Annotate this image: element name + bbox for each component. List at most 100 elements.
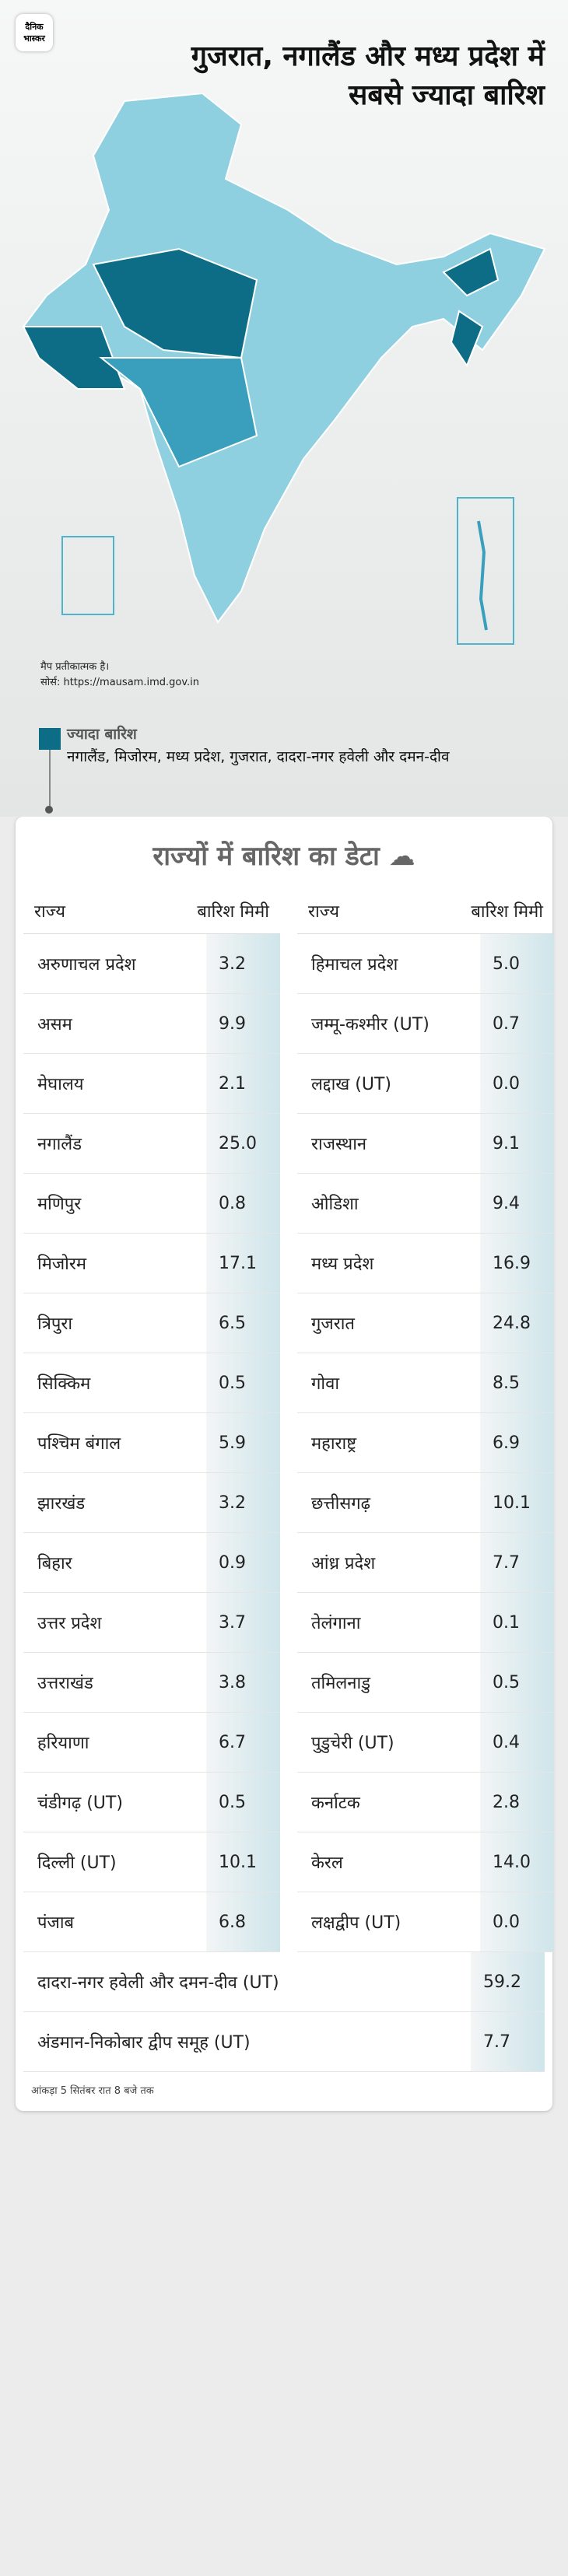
table-row: हरियाणा 6.7 — [23, 1713, 280, 1773]
rain-value: 10.1 — [206, 1832, 280, 1892]
state-name: मध्य प्रदेश — [311, 1255, 374, 1274]
rain-table-card: राज्यों में बारिश का डेटा ☁ राज्य बारिश म… — [16, 817, 554, 2111]
table-row: पश्चिम बंगाल 5.9 — [23, 1413, 280, 1473]
rain-value: 0.5 — [206, 1353, 280, 1412]
rain-cloud-icon: ☁ — [388, 841, 415, 872]
rain-value: 6.9 — [480, 1413, 554, 1472]
state-name: अरुणाचल प्रदेश — [37, 955, 136, 975]
state-name: चंडीगढ़ (UT) — [37, 1794, 123, 1813]
rain-value: 3.8 — [206, 1653, 280, 1712]
rain-value: 9.1 — [480, 1114, 554, 1173]
rain-value: 5.9 — [206, 1413, 280, 1472]
state-name: आंध्र प्रदेश — [311, 1554, 376, 1573]
table-row: हिमाचल प्रदेश 5.0 — [297, 934, 554, 994]
table-row: लक्षद्वीप (UT) 0.0 — [297, 1892, 554, 1952]
rain-value: 0.0 — [480, 1892, 554, 1951]
rain-value: 59.2 — [471, 1952, 545, 2011]
legend-name: ज्यादा बारिश — [67, 726, 137, 743]
table-row: राजस्थान 9.1 — [297, 1114, 554, 1174]
footnote: आंकड़ा 5 सितंबर रात 8 बजे तक — [31, 2085, 154, 2097]
state-name: अंडमान-निकोबार द्वीप समूह (UT) — [37, 2033, 251, 2053]
table-row: सिक्किम 0.5 — [23, 1353, 280, 1413]
rain-value: 24.8 — [480, 1293, 554, 1353]
table-row: केरल 14.0 — [297, 1832, 554, 1892]
state-name: गोवा — [311, 1374, 340, 1394]
table-row: असम 9.9 — [23, 994, 280, 1054]
table-row: ओडिशा 9.4 — [297, 1174, 554, 1234]
table-row: पंजाब 6.8 — [23, 1892, 280, 1952]
table-row: अरुणाचल प्रदेश 3.2 — [23, 934, 280, 994]
rain-value: 6.8 — [206, 1892, 280, 1951]
rain-value: 3.7 — [206, 1593, 280, 1652]
table-row: उत्तराखंड 3.8 — [23, 1653, 280, 1713]
state-name: लद्दाख (UT) — [311, 1075, 391, 1094]
table-row: त्रिपुरा 6.5 — [23, 1293, 280, 1353]
table-row: दिल्ली (UT) 10.1 — [23, 1832, 280, 1892]
table-row: मणिपुर 0.8 — [23, 1174, 280, 1234]
rain-value: 6.5 — [206, 1293, 280, 1353]
rain-value: 0.5 — [480, 1653, 554, 1712]
table-row: तमिलनाडु 0.5 — [297, 1653, 554, 1713]
header-section: दैनिक भास्कर गुजरात, नगालैंड और मध्य प्र… — [0, 0, 568, 817]
state-name: हिमाचल प्रदेश — [311, 955, 398, 975]
state-name: मिजोरम — [37, 1255, 87, 1274]
rain-value: 16.9 — [480, 1234, 554, 1293]
state-name: केरल — [311, 1853, 343, 1873]
state-name: दिल्ली (UT) — [37, 1853, 117, 1873]
rain-value: 8.5 — [480, 1353, 554, 1412]
table-row: आंध्र प्रदेश 7.7 — [297, 1533, 554, 1593]
state-name: सिक्किम — [37, 1374, 91, 1394]
state-name: ओडिशा — [311, 1195, 359, 1214]
table-row: जम्मू-कश्मीर (UT) 0.7 — [297, 994, 554, 1054]
table-row: लद्दाख (UT) 0.0 — [297, 1054, 554, 1114]
rain-value: 3.2 — [206, 934, 280, 993]
state-name: पश्चिम बंगाल — [37, 1434, 121, 1454]
table-row: गुजरात 24.8 — [297, 1293, 554, 1353]
table-row: मिजोरम 17.1 — [23, 1234, 280, 1293]
table-row: तेलंगाना 0.1 — [297, 1593, 554, 1653]
table-row: मध्य प्रदेश 16.9 — [297, 1234, 554, 1293]
table-row: महाराष्ट्र 6.9 — [297, 1413, 554, 1473]
logo: दैनिक भास्कर — [16, 14, 53, 51]
table-title: राज्यों में बारिश का डेटा ☁ — [153, 841, 415, 872]
rain-value: 10.1 — [480, 1473, 554, 1532]
map-note: मैप प्रतीकात्मक है। — [40, 661, 110, 673]
rain-value: 9.9 — [206, 994, 280, 1053]
state-name: मणिपुर — [37, 1195, 82, 1214]
state-name: पंजाब — [37, 1913, 75, 1933]
state-name: तमिलनाडु — [311, 1674, 370, 1693]
rain-value: 17.1 — [206, 1234, 280, 1293]
rain-value: 6.7 — [206, 1713, 280, 1772]
rain-value: 0.9 — [206, 1533, 280, 1592]
table-row: गोवा 8.5 — [297, 1353, 554, 1413]
rain-value: 7.7 — [471, 2012, 545, 2071]
state-name: मेघालय — [37, 1075, 84, 1094]
table-row: अंडमान-निकोबार द्वीप समूह (UT) 7.7 — [23, 2012, 545, 2072]
rain-value: 2.8 — [480, 1773, 554, 1832]
state-name: उत्तर प्रदेश — [37, 1614, 102, 1633]
legend-swatch — [39, 728, 61, 750]
rain-value: 0.1 — [480, 1593, 554, 1652]
source-link[interactable]: सोर्स: https://mausam.imd.gov.in — [40, 676, 199, 688]
table-row: छत्तीसगढ़ 10.1 — [297, 1473, 554, 1533]
table-row: कर्नाटक 2.8 — [297, 1773, 554, 1832]
state-name: छत्तीसगढ़ — [311, 1494, 370, 1514]
table-row: दादरा-नगर हवेली और दमन-दीव (UT) 59.2 — [23, 1952, 545, 2012]
rain-value: 25.0 — [206, 1114, 280, 1173]
rain-value: 0.5 — [206, 1773, 280, 1832]
state-name: बिहार — [37, 1554, 72, 1573]
table-row: नगालैंड 25.0 — [23, 1114, 280, 1174]
state-name: गुजरात — [311, 1314, 355, 1334]
state-name: हरियाणा — [37, 1734, 89, 1753]
table-row: उत्तर प्रदेश 3.7 — [23, 1593, 280, 1653]
state-name: उत्तराखंड — [37, 1674, 93, 1693]
rain-value: 9.4 — [480, 1174, 554, 1233]
state-name: कर्नाटक — [311, 1794, 360, 1813]
state-name: दादरा-नगर हवेली और दमन-दीव (UT) — [37, 1973, 279, 1993]
rain-value: 0.4 — [480, 1713, 554, 1772]
legend-states: नगालैंड, मिजोरम, मध्य प्रदेश, गुजरात, दा… — [67, 747, 450, 765]
legend: ज्यादा बारिश नगालैंड, मिजोरम, मध्य प्रदेश… — [39, 723, 537, 817]
rain-value: 7.7 — [480, 1533, 554, 1592]
rain-value: 3.2 — [206, 1473, 280, 1532]
table-row: पुडुचेरी (UT) 0.4 — [297, 1713, 554, 1773]
